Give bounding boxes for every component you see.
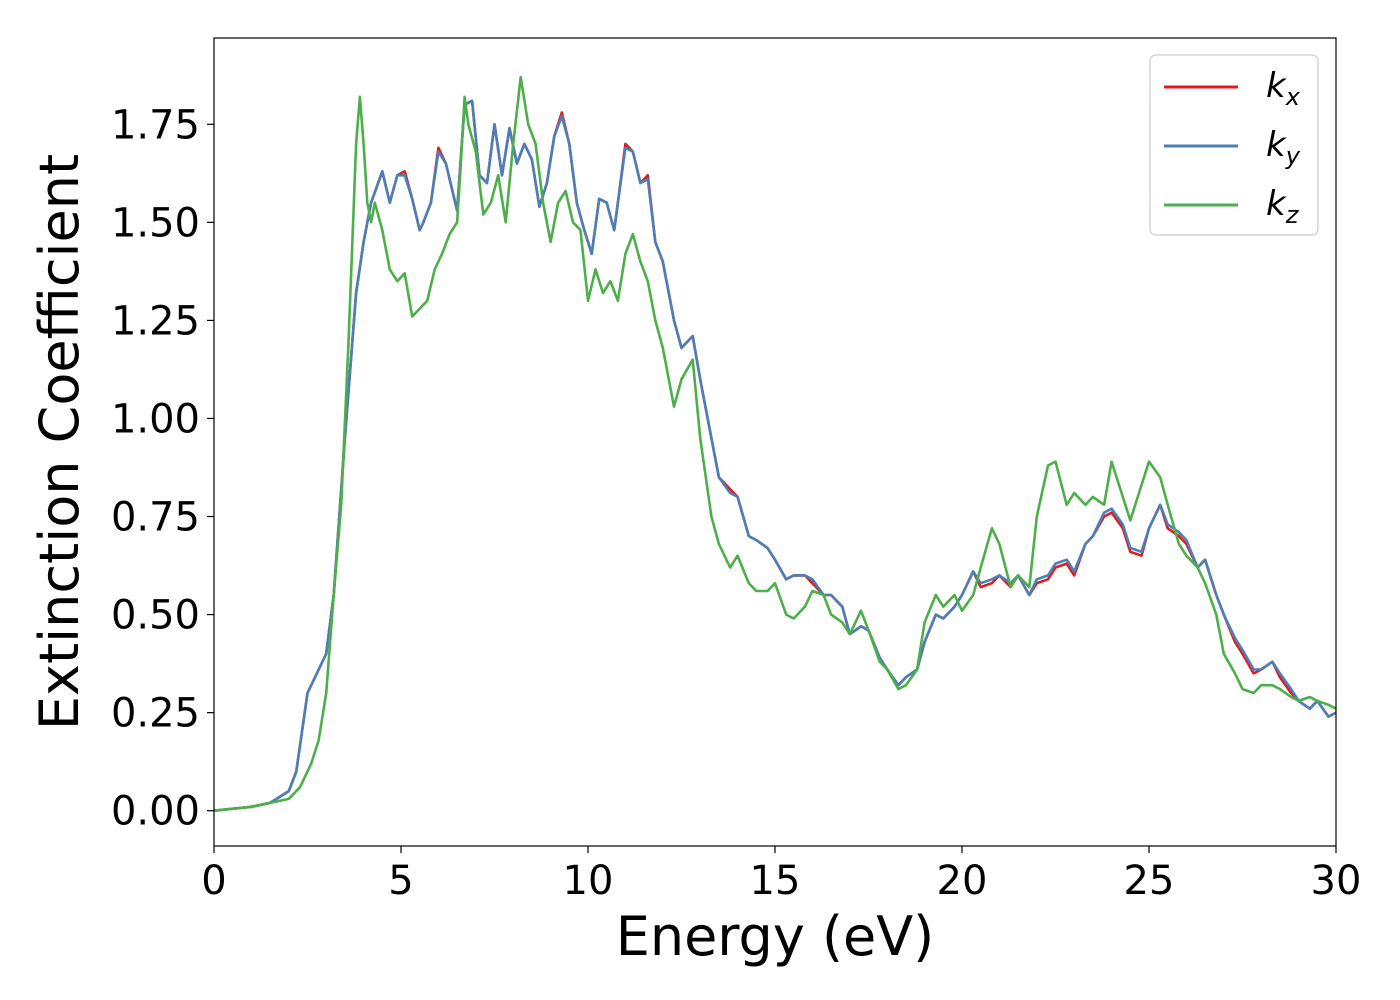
y-tick-label: 1.50 <box>111 200 200 246</box>
x-axis-label: Energy (eV) <box>616 905 935 968</box>
x-tick-label: 10 <box>563 858 614 904</box>
y-tick-label: 0.25 <box>111 691 200 737</box>
x-axis-ticks: 0 5 10 15 20 25 30 <box>201 846 1361 904</box>
y-tick-label: 1.00 <box>111 396 200 442</box>
y-tick-label: 0.00 <box>111 789 200 835</box>
y-tick-label: 0.75 <box>111 495 200 541</box>
x-tick-label: 20 <box>937 858 988 904</box>
x-tick-label: 25 <box>1124 858 1175 904</box>
series-layer <box>213 75 1337 812</box>
series-line-ky <box>213 99 1337 812</box>
x-tick-label: 0 <box>201 858 226 904</box>
x-tick-label: 15 <box>750 858 801 904</box>
y-tick-label: 0.50 <box>111 593 200 639</box>
x-tick-label: 30 <box>1311 858 1362 904</box>
legend-label: kx <box>1266 66 1301 111</box>
y-tick-label: 1.75 <box>111 102 200 148</box>
y-axis-label: Extinction Coefficient <box>28 154 91 730</box>
legend: kx ky kz <box>1149 54 1319 236</box>
y-tick-label: 1.25 <box>111 298 200 344</box>
y-axis-ticks: 0.00 0.25 0.50 0.75 1.00 1.25 1.50 1.75 <box>111 102 214 835</box>
x-tick-label: 5 <box>388 858 413 904</box>
legend-label: kz <box>1266 184 1300 229</box>
legend-label: ky <box>1266 125 1301 170</box>
series-line-kz <box>213 75 1337 812</box>
